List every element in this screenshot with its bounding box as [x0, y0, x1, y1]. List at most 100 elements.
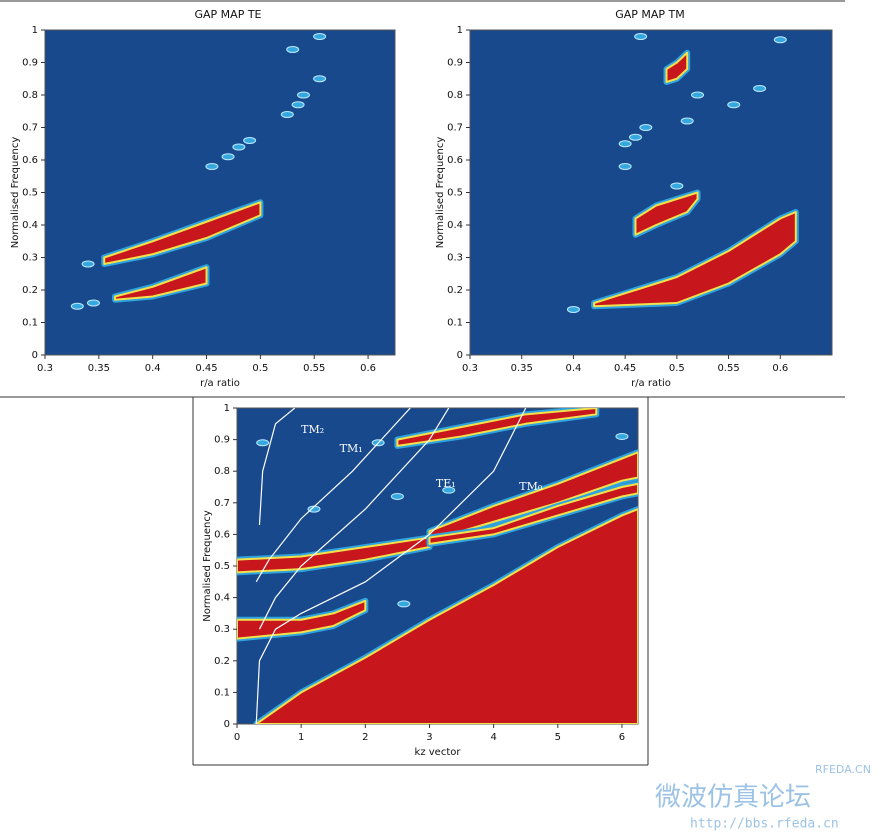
gap-island: [221, 153, 235, 161]
gap-region: [665, 51, 689, 83]
legend-label: TE₁: [436, 477, 456, 490]
x-tick-label: 0.55: [717, 363, 739, 374]
gap-island: [670, 182, 684, 190]
gap-island: [773, 36, 787, 44]
y-tick-label: 0.4: [447, 220, 463, 231]
mode-line: [255, 408, 411, 583]
y-tick-label: 0: [457, 350, 463, 361]
gap-island: [70, 302, 84, 310]
y-tick-label: 0.9: [22, 58, 38, 69]
x-axis-label: r/a ratio: [200, 378, 240, 389]
gap-island: [618, 163, 632, 170]
legend-label: TM₁: [340, 442, 363, 455]
y-tick-label: 0.8: [447, 90, 463, 101]
y-tick-label: 0.8: [214, 466, 230, 477]
gap-region: [103, 201, 262, 265]
y-tick-label: 0.9: [447, 58, 463, 69]
x-tick-label: 0.6: [772, 363, 788, 374]
gap-island: [727, 101, 741, 109]
gap-island: [691, 91, 705, 99]
y-tick-label: 1: [457, 25, 463, 36]
gap-island: [628, 133, 642, 141]
y-axis-label: Normalised Frequency: [435, 137, 446, 249]
gap-island: [634, 33, 648, 40]
y-tick-label: 0.8: [22, 90, 38, 101]
y-tick-label: 0.6: [22, 155, 38, 166]
chart-title: GAP MAP TM: [615, 8, 685, 21]
gap-island: [680, 117, 694, 125]
y-tick-label: 0.7: [22, 123, 38, 134]
x-tick-label: 5: [555, 732, 561, 743]
x-tick-label: 0: [234, 732, 240, 743]
y-tick-label: 1: [32, 25, 38, 36]
y-tick-label: 0.3: [214, 624, 230, 635]
y-tick-label: 0.9: [214, 435, 230, 446]
y-tick-label: 0.1: [214, 687, 230, 698]
watermark: http://bbs.rfeda.cn: [690, 817, 839, 832]
gap-island: [280, 111, 294, 118]
x-axis-label: r/a ratio: [631, 378, 671, 389]
gap-island: [205, 163, 219, 170]
gap-island: [243, 137, 257, 144]
y-tick-label: 1: [224, 403, 230, 414]
y-tick-label: 0.6: [447, 155, 463, 166]
x-tick-label: 0.55: [303, 363, 325, 374]
mode-line: [258, 408, 296, 525]
gap-region: [237, 599, 367, 640]
y-tick-label: 0.2: [22, 285, 38, 296]
x-tick-label: 1: [298, 732, 304, 743]
mode-line: [258, 408, 450, 630]
gap-island: [232, 143, 246, 151]
x-tick-label: 2: [362, 732, 368, 743]
gap-island: [618, 140, 632, 148]
gap-region: [255, 508, 638, 724]
y-tick-label: 0.1: [22, 318, 38, 329]
x-tick-label: 0.6: [360, 363, 376, 374]
x-tick-label: 0.35: [511, 363, 533, 374]
y-tick-label: 0.7: [447, 123, 463, 134]
gap-island: [390, 492, 404, 500]
gap-region: [396, 408, 598, 447]
mode-line: [255, 408, 527, 724]
y-tick-label: 0.4: [22, 220, 38, 231]
gap-island: [397, 600, 411, 608]
gap-island: [81, 260, 95, 268]
y-axis-label: Normalised Frequency: [202, 510, 213, 622]
y-tick-label: 0.2: [214, 656, 230, 667]
gap-island: [566, 306, 580, 313]
gap-region: [634, 191, 699, 236]
y-tick-label: 0.4: [214, 593, 230, 604]
y-tick-label: 0.1: [447, 318, 463, 329]
gap-island: [286, 46, 300, 53]
x-tick-label: 4: [490, 732, 496, 743]
watermark: 微波仿真论坛: [655, 783, 811, 813]
gap-island: [615, 432, 629, 440]
gap-region: [593, 211, 797, 308]
plot-area: [44, 29, 396, 356]
x-tick-label: 0.4: [145, 363, 161, 374]
chart-title: GAP MAP TE: [195, 8, 262, 21]
x-axis-label: kz vector: [415, 747, 462, 758]
y-tick-label: 0.2: [447, 285, 463, 296]
x-tick-label: 6: [619, 732, 625, 743]
x-tick-label: 0.5: [252, 363, 268, 374]
y-tick-label: 0.7: [214, 498, 230, 509]
y-tick-label: 0.3: [22, 253, 38, 264]
x-tick-label: 0.4: [565, 363, 581, 374]
y-tick-label: 0.3: [447, 253, 463, 264]
y-tick-label: 0.5: [447, 188, 463, 199]
y-tick-label: 0.5: [22, 188, 38, 199]
gap-island: [442, 486, 456, 494]
watermark: RFEDA.CN: [815, 763, 871, 776]
gap-island: [639, 124, 653, 131]
gap-region: [237, 536, 431, 574]
gap-region: [428, 482, 638, 545]
x-tick-label: 3: [426, 732, 432, 743]
gap-island: [86, 299, 100, 307]
legend-label: TM₀: [519, 480, 543, 493]
gap-region: [114, 266, 208, 301]
gap-region: [428, 451, 638, 542]
gap-island: [753, 85, 767, 92]
gap-island: [313, 33, 327, 40]
